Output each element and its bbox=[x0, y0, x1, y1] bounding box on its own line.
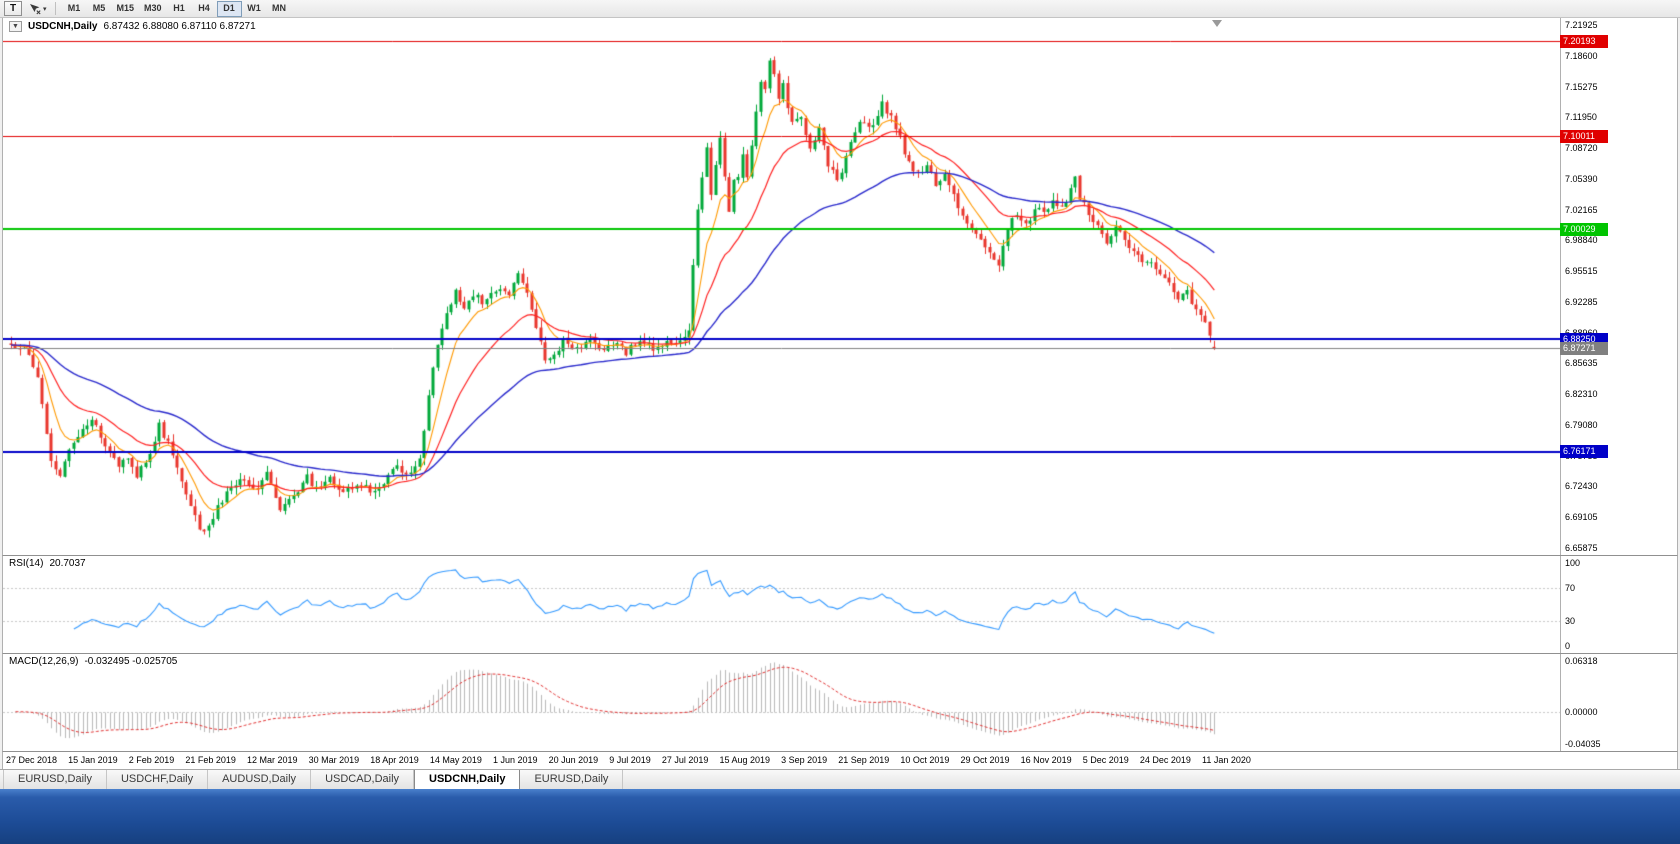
chart-shift-marker bbox=[1212, 20, 1222, 27]
timeframe-m1-button[interactable]: M1 bbox=[62, 1, 87, 17]
price-chart-panel: ▼ USDCNH,Daily 6.87432 6.88080 6.87110 6… bbox=[2, 18, 1678, 555]
tab-eurusd-daily-2[interactable]: EURUSD,Daily bbox=[520, 770, 624, 789]
price-axis-label: 7.11950 bbox=[1565, 112, 1597, 123]
macd-axis-label: 0.00000 bbox=[1565, 706, 1598, 717]
rsi-axis-label: 100 bbox=[1565, 558, 1581, 568]
support-price-badge: 7.00029 bbox=[1560, 222, 1608, 236]
macd-title: MACD(12,26,9) -0.032495 -0.025705 bbox=[9, 656, 177, 667]
price-axis-label: 6.88960 bbox=[1565, 327, 1677, 339]
macd-panel: MACD(12,26,9) -0.032495 -0.025705 0.0631… bbox=[2, 653, 1678, 751]
rsi-value-label: 20.7037 bbox=[49, 558, 86, 569]
date-label: 21 Feb 2019 bbox=[185, 755, 236, 765]
tab-usdcad-daily[interactable]: USDCAD,Daily bbox=[311, 770, 415, 789]
resistance-price-badge: 7.20193 bbox=[1560, 34, 1608, 48]
timeframe-d1-button[interactable]: D1 bbox=[216, 0, 242, 17]
price-axis-label: 7.08720 bbox=[1565, 143, 1598, 153]
price-axis-label: 6.69105 bbox=[1565, 512, 1598, 522]
timeframe-m5-button[interactable]: M5 bbox=[87, 1, 112, 17]
timeframe-m30-button[interactable]: M30 bbox=[139, 1, 167, 17]
tab-eurusd-daily-1[interactable]: EURUSD,Daily bbox=[3, 770, 107, 789]
price-axis-label: 7.21925 bbox=[1565, 20, 1598, 30]
taskbar bbox=[0, 789, 1680, 844]
resistance-price-badge: 7.10011 bbox=[1560, 129, 1608, 143]
date-label: 10 Oct 2019 bbox=[900, 755, 950, 765]
price-axis-label: 7.02165 bbox=[1565, 204, 1598, 215]
date-label: 9 Jul 2019 bbox=[609, 755, 651, 765]
price-axis[interactable]: 7.21925 7.18600 7.15275 7.11950 7.08720 … bbox=[1560, 18, 1677, 555]
macd-axis[interactable]: 0.06318 0.00000 -0.04035 bbox=[1560, 654, 1677, 751]
macd-name-label: MACD(12,26,9) bbox=[9, 656, 79, 667]
current-price-badge: 6.87271 bbox=[1560, 341, 1608, 355]
price-chart-canvas[interactable] bbox=[3, 18, 1560, 555]
date-label: 1 Jun 2019 bbox=[493, 755, 538, 765]
price-axis-label: 6.98840 bbox=[1565, 235, 1598, 246]
chart-ohlc-values: 6.87432 6.88080 6.87110 6.87271 bbox=[103, 21, 256, 32]
date-label: 3 Sep 2019 bbox=[781, 755, 828, 765]
rsi-canvas[interactable] bbox=[3, 556, 1560, 653]
date-label: 15 Jan 2019 bbox=[68, 755, 118, 765]
price-axis-label: 7.18600 bbox=[1565, 50, 1598, 61]
rsi-axis-label: 0 bbox=[1565, 641, 1571, 651]
date-label: 29 Oct 2019 bbox=[960, 755, 1010, 765]
date-label: 16 Nov 2019 bbox=[1020, 755, 1072, 765]
price-axis-label: 6.65875 bbox=[1565, 542, 1598, 553]
date-label: 21 Sep 2019 bbox=[838, 755, 890, 765]
timeframe-w1-button[interactable]: W1 bbox=[242, 1, 267, 17]
macd-canvas[interactable] bbox=[3, 654, 1560, 751]
rsi-axis-label: 70 bbox=[1565, 582, 1576, 593]
chart-title-bar: ▼ USDCNH,Daily 6.87432 6.88080 6.87110 6… bbox=[9, 21, 256, 32]
price-axis-label: 6.82310 bbox=[1565, 389, 1598, 399]
macd-axis-label: 0.06318 bbox=[1565, 656, 1598, 666]
text-tool-button[interactable]: T bbox=[4, 1, 22, 16]
timeframe-h4-button[interactable]: H4 bbox=[192, 1, 217, 17]
date-label: 5 Dec 2019 bbox=[1082, 755, 1129, 765]
price-axis-label: 6.85635 bbox=[1565, 358, 1598, 369]
price-axis-label: 6.92285 bbox=[1565, 296, 1598, 307]
date-label: 11 Jan 2020 bbox=[1202, 755, 1251, 765]
chart-toolbar: T ▾ M1 M5 M15 M30 H1 H4 D1 W1 MN bbox=[0, 0, 1680, 18]
date-axis[interactable]: 27 Dec 2018 15 Jan 2019 2 Feb 2019 21 Fe… bbox=[2, 751, 1678, 769]
macd-axis-label: -0.04035 bbox=[1565, 739, 1601, 749]
date-label: 18 Apr 2019 bbox=[370, 755, 419, 765]
timeframe-m15-button[interactable]: M15 bbox=[112, 1, 140, 17]
date-label: 14 May 2019 bbox=[429, 755, 482, 765]
timeframe-mn-button[interactable]: MN bbox=[267, 1, 292, 17]
cursor-tool-button[interactable]: ▾ bbox=[26, 1, 49, 16]
date-labels-row: 27 Dec 2018 15 Jan 2019 2 Feb 2019 21 Fe… bbox=[6, 755, 1251, 765]
date-label: 15 Aug 2019 bbox=[719, 755, 771, 765]
macd-values-label: -0.032495 -0.025705 bbox=[84, 656, 178, 667]
price-axis-label: 7.05390 bbox=[1565, 173, 1598, 184]
rsi-name-label: RSI(14) bbox=[9, 558, 44, 569]
timeframe-h1-button[interactable]: H1 bbox=[167, 1, 192, 17]
tab-usdchf-daily[interactable]: USDCHF,Daily bbox=[107, 770, 209, 789]
date-label: 20 Jun 2019 bbox=[548, 755, 599, 765]
tab-audusd-daily[interactable]: AUDUSD,Daily bbox=[208, 770, 312, 789]
chart-tabs-bar: EURUSD,Daily USDCHF,Daily AUDUSD,Daily U… bbox=[0, 769, 1680, 789]
rsi-axis-label: 30 bbox=[1565, 616, 1576, 627]
price-axis-label: 7.15275 bbox=[1565, 81, 1598, 92]
date-label: 24 Dec 2019 bbox=[1139, 755, 1191, 765]
price-axis-label: 6.95515 bbox=[1565, 266, 1598, 276]
date-label: 2 Feb 2019 bbox=[128, 755, 175, 765]
support-price-badge: 6.76171 bbox=[1560, 445, 1608, 459]
date-label: 12 Mar 2019 bbox=[247, 755, 298, 765]
cursor-arrows-icon bbox=[30, 3, 41, 14]
toolbar-separator bbox=[54, 2, 56, 15]
date-label: 30 Mar 2019 bbox=[308, 755, 360, 765]
tab-usdcnh-daily[interactable]: USDCNH,Daily bbox=[414, 770, 521, 789]
chart-symbol-label: USDCNH,Daily bbox=[28, 21, 98, 32]
date-label: 27 Dec 2018 bbox=[6, 755, 58, 765]
chevron-down-icon: ▾ bbox=[43, 5, 47, 13]
rsi-axis[interactable]: 100 70 30 0 bbox=[1560, 556, 1677, 653]
rsi-title: RSI(14) 20.7037 bbox=[9, 558, 86, 569]
price-axis-label: 6.72430 bbox=[1565, 481, 1598, 492]
date-label: 27 Jul 2019 bbox=[661, 755, 709, 765]
collapse-chart-button[interactable]: ▼ bbox=[9, 21, 22, 32]
rsi-panel: RSI(14) 20.7037 100 70 30 0 bbox=[2, 555, 1678, 653]
price-axis-label: 6.79080 bbox=[1565, 419, 1598, 430]
